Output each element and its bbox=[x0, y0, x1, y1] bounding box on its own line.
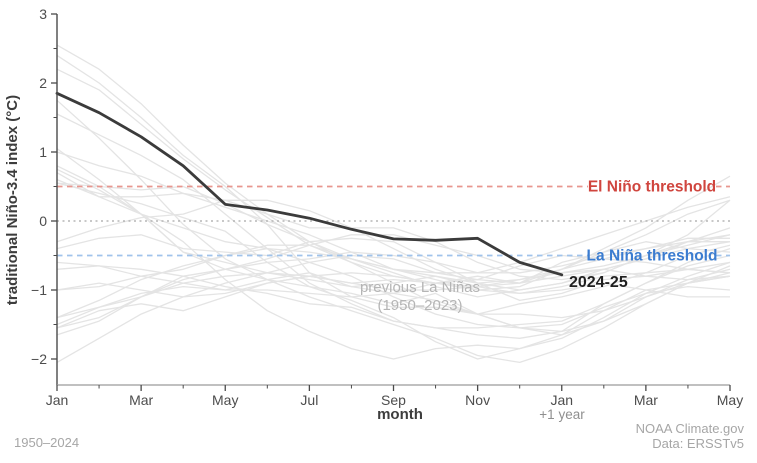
svg-text:−2: −2 bbox=[31, 351, 47, 367]
footer-credit: NOAA Climate.gov bbox=[636, 421, 745, 436]
svg-text:May: May bbox=[212, 392, 238, 408]
elnino-threshold-label: El Niño threshold bbox=[588, 179, 716, 196]
x-axis-title: month bbox=[377, 406, 423, 423]
svg-text:1: 1 bbox=[39, 144, 47, 160]
previous-laninas-lines bbox=[56, 44, 731, 364]
footer-data-source: Data: ERSSTv5 bbox=[652, 436, 744, 451]
svg-text:−1: −1 bbox=[31, 282, 47, 298]
footer-years: 1950–2024 bbox=[14, 435, 79, 450]
plus-one-year-label: +1 year bbox=[539, 407, 585, 422]
x-axis: Jan Mar May Jul Sep Nov Jan Mar May bbox=[46, 384, 743, 408]
svg-text:Sep: Sep bbox=[381, 392, 406, 408]
lanina-threshold-label: La Niña threshold bbox=[587, 248, 718, 265]
previous-laninas-label-line1: previous La Niñas bbox=[360, 279, 480, 296]
svg-text:Jul: Jul bbox=[300, 392, 318, 408]
y-axis-title: traditional Niño-3.4 index (°C) bbox=[4, 95, 21, 305]
nino34-2024-line bbox=[55, 91, 564, 277]
svg-text:0: 0 bbox=[39, 213, 47, 229]
y-axis: 3 2 1 0 −1 −2 bbox=[31, 6, 58, 385]
svg-text:Jan: Jan bbox=[46, 392, 69, 408]
svg-text:Jan: Jan bbox=[550, 392, 573, 408]
svg-text:Nov: Nov bbox=[465, 392, 490, 408]
series-2024-label: 2024-25 bbox=[569, 274, 628, 291]
svg-text:2: 2 bbox=[39, 75, 47, 91]
svg-text:May: May bbox=[717, 392, 743, 408]
svg-text:Mar: Mar bbox=[634, 392, 658, 408]
svg-text:Mar: Mar bbox=[129, 392, 153, 408]
svg-text:3: 3 bbox=[39, 6, 47, 22]
previous-laninas-label-line2: (1950–2023) bbox=[377, 297, 462, 314]
